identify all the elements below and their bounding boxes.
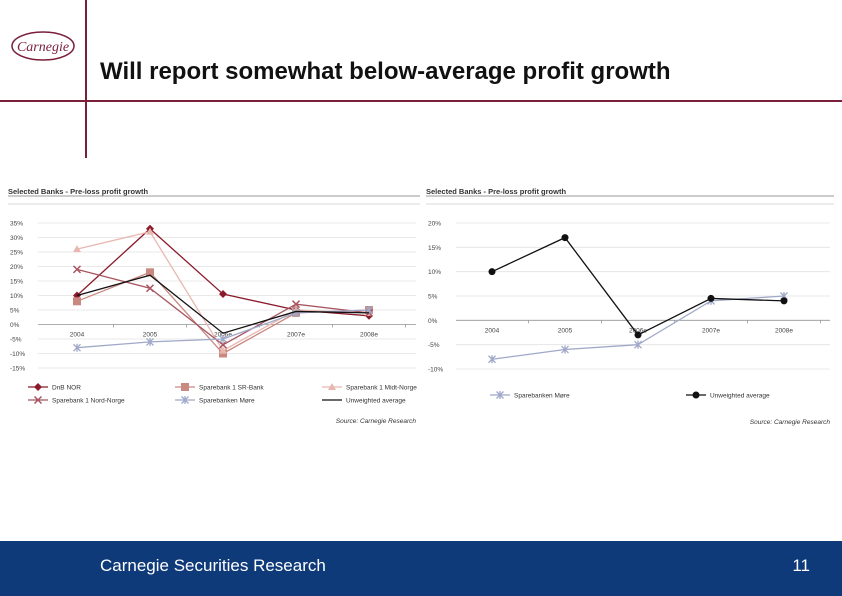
chart-panel-right: Selected Banks - Pre-loss profit growth 2… (426, 180, 834, 430)
line-chart-all-banks: Selected Banks - Pre-loss profit growth 3… (8, 187, 420, 425)
y-tick-label: 0% (428, 318, 438, 325)
chart-source: Source: Carnegie Research (336, 418, 417, 425)
series-line (76, 274, 370, 334)
data-point (72, 265, 82, 274)
y-tick-label: 15% (10, 279, 23, 286)
legend-label: DnB NOR (52, 385, 81, 392)
legend-label: Sparebank 1 SR-Bank (199, 385, 264, 392)
y-tick-label: 25% (10, 250, 23, 257)
y-tick-label: -5% (10, 337, 22, 344)
data-point (707, 294, 715, 302)
y-tick-label: 0% (10, 322, 20, 329)
data-point (219, 290, 227, 299)
data-point (291, 300, 301, 309)
y-tick-label: 10% (428, 269, 441, 276)
x-tick-label: 2004 (485, 327, 500, 334)
y-tick-label: 20% (428, 221, 441, 228)
y-tick-label: 10% (10, 293, 23, 300)
data-point (488, 268, 496, 276)
legend-marker (181, 396, 189, 404)
data-point (488, 355, 496, 364)
logo-text: Carnegie (17, 40, 69, 55)
footer-text: Carnegie Securities Research (100, 556, 326, 575)
data-point (219, 335, 227, 343)
y-tick-label: -15% (10, 366, 25, 373)
legend-label: Sparebank 1 Nord-Norge (52, 398, 125, 405)
chart-title: Selected Banks - Pre-loss profit growth (426, 187, 566, 196)
header-horizontal-rule (0, 100, 842, 102)
x-tick-label: 2005 (143, 332, 158, 339)
x-tick-label: 2007e (702, 327, 720, 334)
carnegie-logo: Carnegie (11, 31, 75, 61)
data-point (146, 268, 154, 277)
y-tick-label: 5% (10, 308, 20, 315)
data-point (218, 340, 228, 349)
x-tick-label: 2005 (558, 327, 573, 334)
data-point (146, 227, 154, 235)
series-unweighted-average (76, 274, 370, 334)
data-point (780, 297, 788, 305)
series-unweighted-average (488, 234, 788, 339)
data-point (561, 345, 569, 354)
data-point (145, 284, 155, 293)
data-point (146, 337, 154, 346)
legend-marker (34, 383, 42, 391)
x-tick-label: 2008e (360, 332, 378, 339)
x-tick-label: 2007e (287, 332, 305, 339)
series-line (76, 227, 370, 317)
legend-marker (181, 383, 189, 391)
legend-label: Sparebanken Møre (514, 393, 570, 400)
legend-label: Unweighted average (710, 393, 770, 400)
y-tick-label: 20% (10, 264, 23, 271)
legend-marker (33, 395, 43, 405)
legend-marker (692, 391, 700, 399)
legend-marker (328, 383, 336, 390)
data-point (561, 234, 569, 242)
y-tick-label: -5% (428, 342, 440, 349)
legend-label: Sparebanken Møre (199, 398, 255, 405)
chart-title: Selected Banks - Pre-loss profit growth (8, 187, 148, 196)
y-tick-label: 5% (428, 294, 438, 301)
y-tick-label: 30% (10, 235, 23, 242)
data-point (219, 346, 227, 354)
y-tick-label: -10% (428, 367, 443, 374)
x-tick-label: 2004 (70, 332, 85, 339)
x-tick-label: 2008e (775, 327, 793, 334)
y-tick-label: 15% (428, 245, 441, 252)
data-point (292, 308, 300, 317)
page-number: 11 (792, 556, 810, 575)
data-point (73, 245, 81, 253)
slide-title: Will report somewhat below-average profi… (100, 58, 671, 85)
data-point (73, 343, 81, 352)
y-tick-label: 35% (10, 221, 23, 228)
chart-panel-left: Selected Banks - Pre-loss profit growth 3… (8, 180, 420, 430)
header-vertical-rule (85, 0, 87, 158)
y-tick-label: -10% (10, 351, 25, 358)
x-tick-label: 2006e (629, 327, 647, 334)
line-chart-more-vs-average: Selected Banks - Pre-loss profit growth 2… (426, 187, 834, 426)
data-point (634, 331, 642, 339)
legend-label: Sparebank 1 Midt-Norge (346, 385, 417, 392)
legend-marker (496, 391, 504, 399)
data-point (73, 297, 81, 306)
legend-label: Unweighted average (346, 398, 406, 405)
chart-source: Source: Carnegie Research (750, 419, 831, 426)
data-point (634, 340, 642, 349)
footer-bar: Carnegie Securities Research 11 (0, 541, 842, 596)
